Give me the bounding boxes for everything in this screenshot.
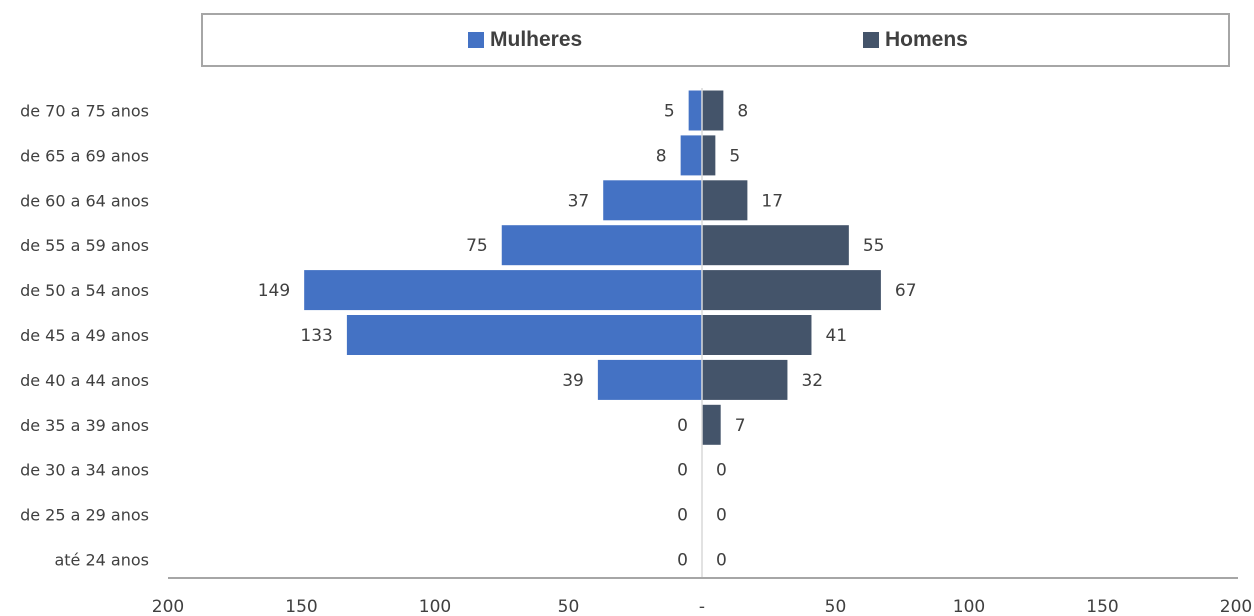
bar-homens bbox=[702, 180, 748, 221]
category-label: de 50 a 54 anos bbox=[20, 281, 149, 300]
data-label-homens: 41 bbox=[825, 326, 847, 346]
x-tick-label: 100 bbox=[953, 597, 985, 616]
legend-label-homens: Homens bbox=[885, 28, 968, 51]
category-label: de 60 a 64 anos bbox=[20, 191, 149, 210]
bar-homens bbox=[702, 225, 849, 266]
x-tick-label: 50 bbox=[825, 597, 847, 616]
bar-mulheres bbox=[597, 359, 702, 400]
data-label-mulheres: 133 bbox=[300, 326, 332, 346]
category-label: de 35 a 39 anos bbox=[20, 416, 149, 435]
bar-homens bbox=[702, 90, 724, 131]
x-tick-label: 150 bbox=[285, 597, 317, 616]
bar-mulheres bbox=[501, 225, 702, 266]
category-label: de 55 a 59 anos bbox=[20, 236, 149, 255]
x-tick-label: - bbox=[699, 597, 705, 616]
bar-mulheres bbox=[304, 270, 702, 311]
category-label: de 65 a 69 anos bbox=[20, 146, 149, 165]
legend: Mulheres Homens bbox=[201, 13, 1230, 67]
data-label-mulheres: 37 bbox=[568, 191, 590, 211]
legend-item-homens: Homens bbox=[863, 15, 968, 65]
data-label-mulheres: 0 bbox=[677, 461, 688, 481]
legend-label-mulheres: Mulheres bbox=[490, 28, 583, 51]
bar-homens bbox=[702, 135, 716, 176]
data-label-mulheres: 8 bbox=[656, 146, 667, 166]
legend-swatch-homens bbox=[863, 32, 879, 48]
category-label: de 30 a 34 anos bbox=[20, 461, 149, 480]
bar-mulheres bbox=[603, 180, 702, 221]
legend-item-mulheres: Mulheres bbox=[468, 15, 582, 65]
data-label-mulheres: 5 bbox=[664, 102, 675, 122]
data-label-mulheres: 39 bbox=[562, 371, 584, 391]
legend-swatch-mulheres bbox=[468, 32, 484, 48]
data-label-mulheres: 0 bbox=[677, 416, 688, 436]
bar-homens bbox=[702, 315, 812, 355]
x-tick-label: 50 bbox=[558, 597, 580, 616]
x-tick-label: 200 bbox=[1220, 597, 1252, 616]
data-label-homens: 5 bbox=[729, 146, 740, 166]
category-label: de 70 a 75 anos bbox=[20, 102, 149, 121]
bar-homens bbox=[702, 359, 788, 400]
data-label-homens: 0 bbox=[716, 551, 727, 571]
data-label-homens: 8 bbox=[737, 102, 748, 122]
bar-homens bbox=[702, 404, 721, 445]
data-label-homens: 55 bbox=[863, 236, 885, 256]
x-tick-label: 150 bbox=[1086, 597, 1118, 616]
x-tick-label: 200 bbox=[152, 597, 184, 616]
x-tick-label: 100 bbox=[419, 597, 451, 616]
data-label-homens: 67 bbox=[895, 281, 917, 301]
category-label: de 25 a 29 anos bbox=[20, 506, 149, 525]
data-label-mulheres: 149 bbox=[258, 281, 290, 301]
data-label-mulheres: 0 bbox=[677, 551, 688, 571]
category-label: de 45 a 49 anos bbox=[20, 326, 149, 345]
bar-mulheres bbox=[688, 90, 702, 131]
category-label: até 24 anos bbox=[54, 551, 149, 570]
category-label: de 40 a 44 anos bbox=[20, 371, 149, 390]
bar-mulheres bbox=[680, 135, 702, 176]
bar-homens bbox=[702, 270, 881, 311]
data-label-homens: 0 bbox=[716, 506, 727, 526]
data-label-mulheres: 75 bbox=[466, 236, 488, 256]
data-label-homens: 7 bbox=[735, 416, 746, 436]
data-label-mulheres: 0 bbox=[677, 506, 688, 526]
bar-mulheres bbox=[346, 315, 702, 355]
data-label-homens: 17 bbox=[761, 191, 783, 211]
data-label-homens: 32 bbox=[801, 371, 823, 391]
data-label-homens: 0 bbox=[716, 461, 727, 481]
